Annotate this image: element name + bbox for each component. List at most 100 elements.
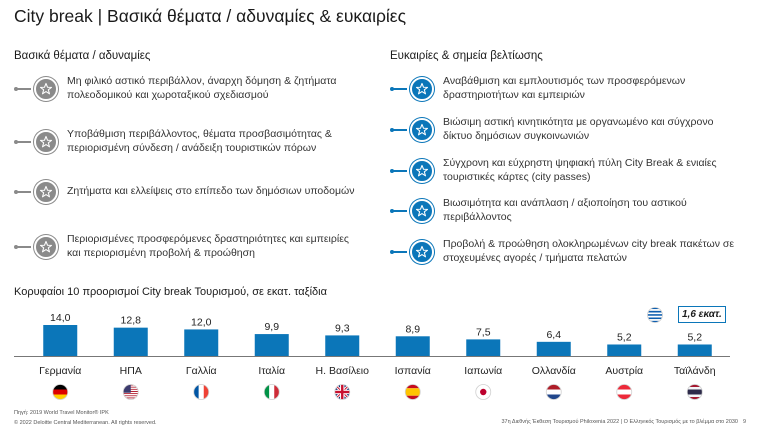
bar-value-label: 12,8 [121,315,142,327]
bar-value-label: 7,5 [476,326,491,338]
flag-austria-icon [616,384,632,400]
flag-japan-icon [475,384,491,400]
page-number: 9 [742,419,746,425]
bullet-line [393,250,407,253]
copyright-note: © 2022 Deloitte Central Mediterranean. A… [14,420,157,426]
opportunity-item: Αναβάθμιση και εμπλουτισμός των προσφερό… [390,75,745,102]
bar [536,341,571,356]
flag-border [647,307,663,323]
greece-callout-value: 1,6 εκατ. [682,309,722,320]
category-label: Ιαπωνία [464,365,502,377]
opportunity-item-text: Αναβάθμιση και εμπλουτισμός των προσφερό… [443,75,686,101]
bar [395,336,430,356]
bar-chart: 14,0 Γερμανία 12,8 ΗΠΑ 12,0 Γαλλία 9,9 Ιταλία 9,… [14,307,730,400]
star-icon [410,76,434,101]
flag-border [263,384,280,400]
star-icon [410,117,434,142]
bullet-dot [390,127,394,132]
bullet-dot [14,139,18,144]
bullet-line [17,191,31,193]
category-label: Ισπανία [395,365,431,377]
weakness-item-text: Μη φιλικό αστικό περιβάλλον, άναρχη δόμη… [67,75,337,101]
opportunity-item-text: Βιωσιμότητα και ανάπλαση / αξιοποίηση το… [443,197,687,223]
bar [466,339,501,356]
star-icon [410,158,434,183]
bullet-line [393,87,407,90]
bar [607,344,642,356]
star-icon [34,76,58,101]
bullet-dot [14,190,18,194]
flag-germany-icon [52,384,68,400]
weakness-item-text: Περιορισμένες προσφερόμενες δραστηριότητ… [67,233,349,259]
category-label: ΗΠΑ [120,365,142,377]
bullet-line [393,128,407,131]
flag-border [545,384,562,400]
bar-value-label: 6,4 [546,329,561,341]
weakness-item-text: Ζητήματα και ελλείψεις στο επίπεδο των δ… [67,185,355,198]
event-note: 37η Διεθνής Έκθεση Τουρισμού Philoxenia … [501,419,739,425]
bullet-line [17,87,31,90]
bar-value-label: 5,2 [687,331,702,343]
bullet-dot [390,208,394,213]
category-label: Γερμανία [39,365,81,377]
bullet-dot [390,86,394,91]
bar-value-label: 12,0 [191,316,212,328]
bar-value-label: 8,9 [405,323,420,335]
flag-border [404,384,421,400]
bar [184,329,219,356]
bullet-line [393,209,407,212]
flag-border [686,384,703,400]
opportunity-item-text: Βιώσιμη αστική κινητικότητα με οργανωμέν… [443,116,714,142]
opportunity-item-text: Προβολή & προώθηση ολοκληρωμένων city br… [443,238,735,264]
opportunity-item: Βιωσιμότητα και ανάπλαση / αξιοποίηση το… [390,197,745,224]
category-label: Η. Βασίλειο [316,365,370,377]
bar [113,327,148,356]
bullet-dot [14,86,18,91]
star-icon [410,198,434,223]
flag-uk-icon [334,384,350,400]
flag-france-icon [193,384,209,400]
flag-border [475,384,492,400]
chart-title: Κορυφαίοι 10 προορισμοί City break Τουρι… [14,286,327,298]
flag-border [334,384,351,400]
weakness-item: Υποβάθμιση περιβάλλοντος, θέματα προσβασ… [14,128,364,155]
category-label: Αυστρία [605,365,643,377]
weaknesses-heading: Βασικά θέματα / αδυναμίες [14,50,151,62]
opportunity-item: Σύγχρονη και εύχρηστη ψηφιακή πύλη City … [390,157,745,184]
flag-greece-icon [647,307,663,323]
bullet-dot [390,249,394,254]
star-icon [34,180,58,204]
opportunity-item: Προβολή & προώθηση ολοκληρωμένων city br… [390,238,745,265]
bullet-dot [390,168,394,173]
bullet-line [393,169,407,172]
star-icon [34,234,58,259]
bar-value-label: 9,3 [335,322,350,334]
bar-value-label: 14,0 [50,312,71,324]
flag-usa-icon [123,384,139,400]
bar-value-label: 5,2 [617,331,632,343]
flag-border [616,384,633,400]
category-label: Ιταλία [258,365,285,377]
opportunity-item: Βιώσιμη αστική κινητικότητα με οργανωμέν… [390,116,745,143]
weakness-item: Περιορισμένες προσφερόμενες δραστηριότητ… [14,233,364,260]
category-label: Ολλανδία [532,365,576,377]
weakness-item-text: Υποβάθμιση περιβάλλοντος, θέματα προσβασ… [67,128,332,154]
opportunity-item-text: Σύγχρονη και εύχρηστη ψηφιακή πύλη City … [443,157,717,183]
flag-netherlands-icon [546,384,562,400]
flag-italy-icon [264,384,280,400]
flag-border [52,384,69,400]
bullet-line [17,140,31,143]
bar-value-label: 9,9 [264,321,279,333]
greece-callout: 1,6 εκατ. [678,306,726,323]
source-note: Πηγή: 2019 World Travel Monitor® IPK [14,410,109,416]
bullet-line [17,245,31,248]
opportunities-heading: Ευκαιρίες & σημεία βελτίωσης [390,50,543,62]
flag-thailand-icon [687,384,703,400]
star-icon [410,239,434,264]
bar [43,325,78,356]
weakness-item: Ζητήματα και ελλείψεις στο επίπεδο των δ… [14,180,364,204]
flag-border [122,384,139,400]
star-icon [34,129,58,154]
bar [254,334,289,356]
category-label: Γαλλία [186,365,217,377]
